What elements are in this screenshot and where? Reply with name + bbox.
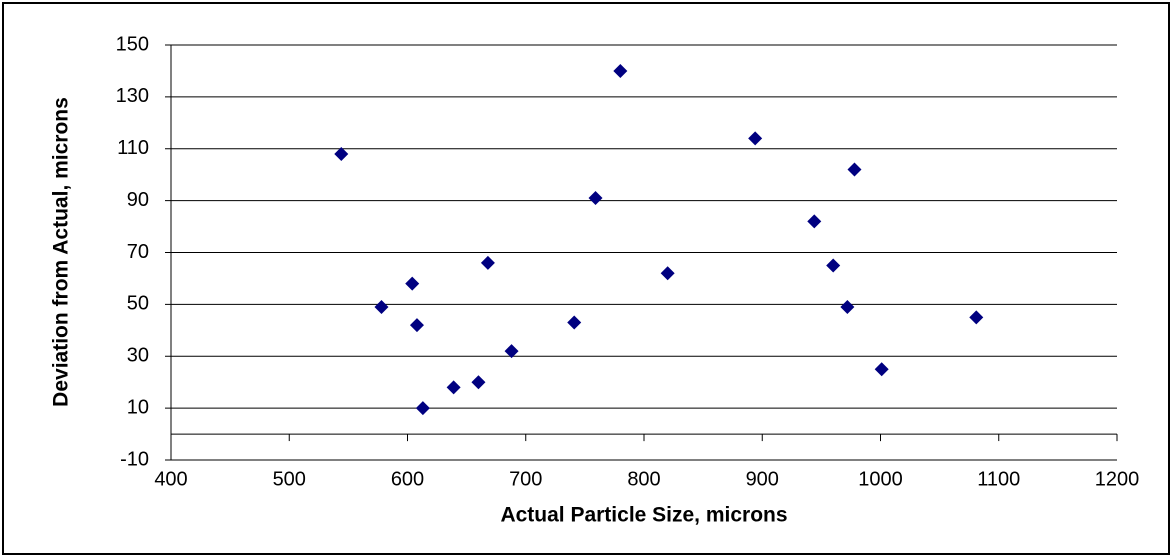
point: [969, 310, 984, 325]
y-tick-label: 10: [127, 396, 149, 418]
x-tick-label: 500: [273, 468, 306, 490]
x-tick-label: 600: [391, 468, 424, 490]
y-tick-label: -10: [120, 448, 149, 470]
x-axis-title: Actual Particle Size, microns: [500, 504, 787, 527]
point: [409, 318, 424, 333]
x-tick-label: 400: [154, 468, 187, 490]
point: [471, 375, 486, 390]
point: [847, 162, 862, 177]
point: [807, 214, 822, 229]
point: [334, 146, 349, 161]
point: [446, 380, 461, 395]
x-tick-label: 900: [746, 468, 779, 490]
x-tick-label: 1100: [977, 468, 1020, 490]
point: [874, 362, 889, 377]
point: [613, 63, 628, 78]
x-tick-label: 1000: [858, 468, 903, 490]
y-tick-label: 50: [127, 293, 149, 315]
point: [660, 266, 675, 281]
y-tick-label: 70: [127, 241, 149, 263]
point: [840, 299, 855, 314]
y-axis-title: Deviation from Actual, microns: [50, 97, 73, 407]
y-tick-label: 110: [117, 137, 149, 159]
y-tick-label: 90: [127, 189, 149, 211]
point: [567, 315, 582, 330]
x-tick-label: 1200: [1095, 468, 1140, 490]
y-tick-label: 130: [116, 85, 149, 107]
point: [588, 191, 603, 206]
point: [374, 299, 389, 314]
y-tick-label: 150: [116, 33, 149, 55]
point: [826, 258, 841, 273]
point: [748, 131, 763, 146]
y-tick-label: 30: [127, 345, 149, 367]
x-tick-label: 700: [509, 468, 542, 490]
point: [504, 344, 519, 359]
x-tick-label: 800: [627, 468, 660, 490]
point: [405, 276, 420, 291]
point: [415, 401, 430, 416]
point: [480, 255, 495, 270]
